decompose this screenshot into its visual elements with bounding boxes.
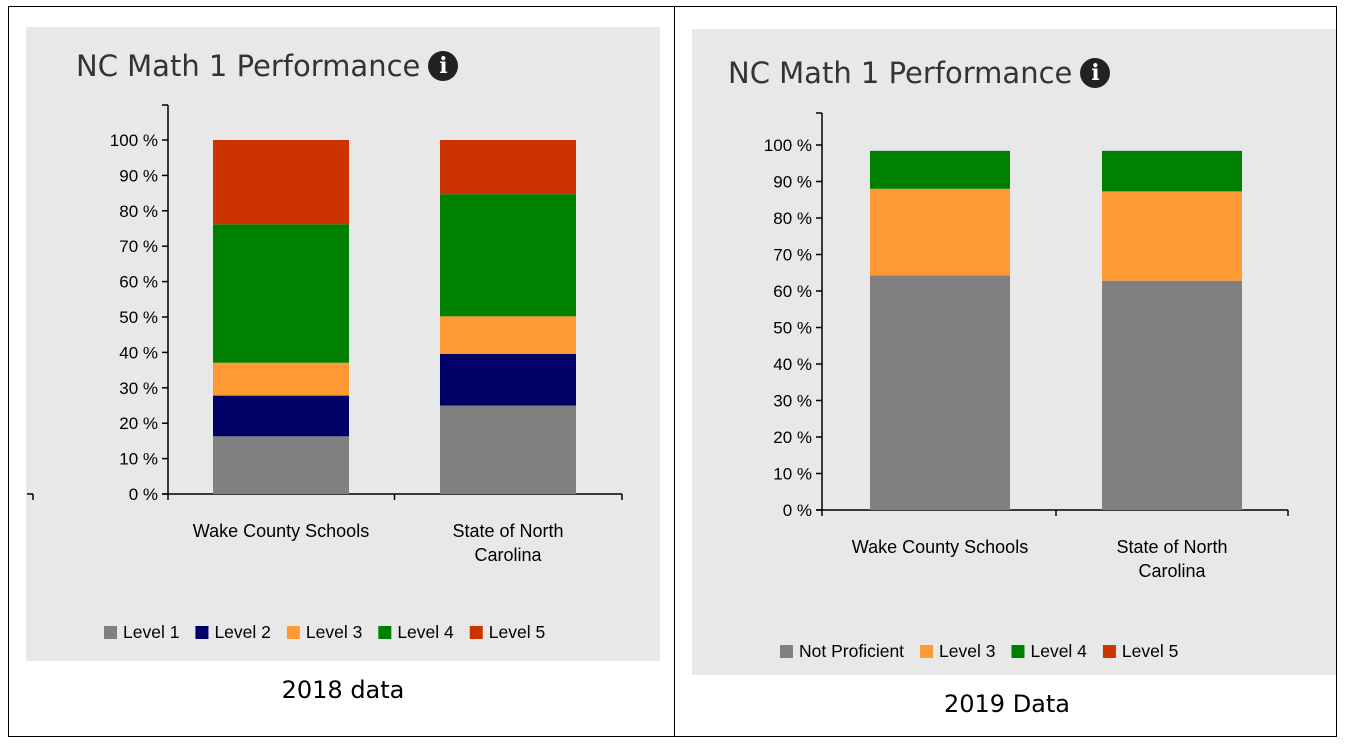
legend-label-level-4: Level 4 [1030, 641, 1087, 661]
y-tick-label: 0 % [783, 501, 812, 520]
legend-label-level-2: Level 2 [214, 622, 270, 642]
bar-level-4-wake-county-schools [213, 224, 349, 363]
bar-level-1-wake-county-schools [213, 436, 349, 494]
bar-level-3-state-of-north-carolina [440, 316, 576, 354]
chart-title: NC Math 1 Performance i [728, 56, 1111, 90]
legend-swatch-level-1 [104, 626, 117, 639]
legend-label-level-5: Level 5 [489, 622, 545, 642]
bar-level-2-state-of-north-carolina [440, 353, 576, 406]
bar-level-4-wake-county-schools [870, 150, 1010, 189]
bar-level-2-wake-county-schools [213, 395, 349, 437]
x-category-label: Wake County Schools [852, 537, 1028, 557]
chart-title: NC Math 1 Performance i [76, 49, 459, 83]
bar-level-4-state-of-north-carolina [440, 194, 576, 317]
x-category-label: State of North [452, 521, 563, 541]
y-tick-label: 90 % [119, 166, 158, 185]
chart-title-text: NC Math 1 Performance [728, 56, 1073, 90]
y-tick-label: 70 % [119, 237, 158, 256]
chart-panel-2019: NC Math 1 Performance i 0 % 10 % 20 % 30 % 4… [692, 29, 1336, 675]
legend-swatch-level-3 [920, 645, 934, 658]
x-category-label: State of North [1116, 537, 1227, 557]
y-tick-label: 90 % [773, 173, 812, 192]
bar-level-1-state-of-north-carolina [440, 405, 576, 494]
legend-label-level-3: Level 3 [306, 622, 362, 642]
caption-2018: 2018 data [281, 676, 405, 704]
y-tick-label: 20 % [119, 414, 158, 433]
bar-level-5-wake-county-schools [213, 140, 349, 225]
y-tick-label: 0 % [129, 485, 158, 504]
legend-swatch-level-4 [378, 626, 392, 639]
y-tick-label: 50 % [773, 319, 812, 338]
chart-2019: 0 % 10 % 20 % 30 % 40 % 50 % 60 % 70 % 80 % 90 % 1… [764, 112, 1289, 661]
chart-title-text: NC Math 1 Performance [76, 49, 421, 83]
legend-swatch-level-4 [1011, 645, 1025, 658]
y-tick-label: 60 % [119, 273, 158, 292]
y-tick-label: 60 % [773, 282, 812, 301]
y-tick-label: 100 % [110, 131, 158, 150]
y-tick-label: 10 % [119, 450, 158, 469]
bar-level-5-state-of-north-carolina [440, 140, 576, 195]
legend-swatch-level-2 [195, 626, 209, 639]
page-frame [8, 6, 1337, 737]
bar-level-3-state-of-north-carolina [1102, 191, 1242, 281]
legend-label-level-3: Level 3 [939, 641, 995, 661]
y-tick-label: 50 % [119, 308, 158, 327]
legend-swatch-level-3 [286, 626, 300, 639]
x-category-label: Carolina [474, 545, 542, 565]
legend-swatch-not-proficient [780, 645, 793, 658]
y-tick-label: 10 % [773, 465, 812, 484]
legend-swatch-level-5 [469, 626, 483, 639]
y-tick-label: 40 % [773, 355, 812, 374]
info-icon[interactable]: i [1080, 58, 1111, 88]
caption-2019: 2019 Data [943, 690, 1070, 718]
bar-level-3-wake-county-schools [213, 362, 349, 396]
legend-swatch-level-5 [1102, 645, 1116, 658]
chart-panel-2018: NC Math 1 Performance i 0 % 10 % 20 % 30 % 4… [26, 27, 660, 661]
legend-label-not-proficient: Not Proficient [799, 641, 904, 661]
x-category-label: Carolina [1138, 561, 1206, 581]
y-tick-label: 80 % [119, 202, 158, 221]
legend-label-level-4: Level 4 [397, 622, 454, 642]
x-category-label: Wake County Schools [193, 521, 369, 541]
y-tick-label: 20 % [773, 428, 812, 447]
column-divider [674, 6, 675, 737]
legend-label-level-5: Level 5 [1122, 641, 1178, 661]
legend-label-level-1: Level 1 [123, 622, 179, 642]
y-tick-label: 80 % [773, 209, 812, 228]
info-icon[interactable]: i [428, 51, 459, 81]
bar-not-proficient-state-of-north-carolina [1102, 280, 1242, 510]
y-tick-label: 30 % [119, 379, 158, 398]
y-tick-label: 40 % [119, 343, 158, 362]
y-tick-label: 30 % [773, 392, 812, 411]
y-tick-label: 70 % [773, 246, 812, 265]
y-tick-label: 100 % [764, 136, 812, 155]
bar-level-3-wake-county-schools [870, 188, 1010, 276]
bar-level-4-state-of-north-carolina [1102, 150, 1242, 192]
chart-2018: 0 % 10 % 20 % 30 % 40 % 50 % 60 % 70 % 80 % 90 % 1… [27, 104, 623, 642]
bar-not-proficient-wake-county-schools [870, 275, 1010, 510]
